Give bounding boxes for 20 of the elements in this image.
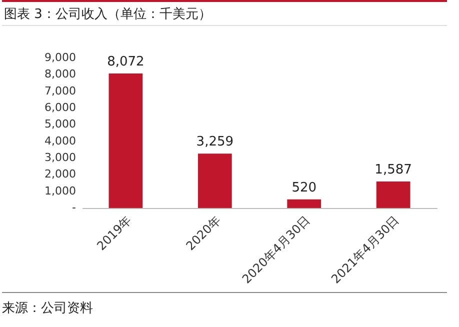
data-label: 520 [292, 180, 317, 196]
y-tick-label: 4,000 [44, 134, 76, 148]
data-label: 1,587 [374, 162, 412, 178]
y-tick-label: 1,000 [44, 184, 76, 198]
source-note: 来源：公司资料 [2, 292, 447, 317]
bar [376, 182, 410, 208]
y-tick-label: 7,000 [44, 84, 76, 98]
data-label: 3,259 [196, 134, 234, 150]
data-label: 8,072 [107, 54, 144, 70]
chart-title: 图表 3：公司收入（单位：千美元） [2, 0, 447, 26]
y-tick-label: - [72, 201, 76, 214]
bar [108, 73, 143, 208]
bar [198, 154, 232, 208]
y-tick-label: 5,000 [44, 118, 76, 131]
y-tick-label: 6,000 [44, 101, 76, 114]
y-tick-label: 8,000 [44, 68, 76, 81]
y-tick-label: 2,000 [44, 168, 76, 181]
y-tick-label: 9,000 [44, 51, 76, 64]
y-tick-label: 3,000 [44, 151, 76, 164]
bar [287, 199, 322, 208]
